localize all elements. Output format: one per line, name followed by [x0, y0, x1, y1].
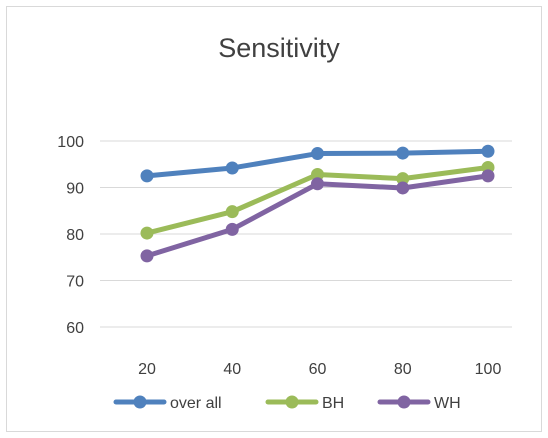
legend-item: WH: [377, 395, 461, 412]
data-point: [396, 172, 410, 186]
chart-title: Sensitivity: [218, 33, 340, 63]
data-point: [311, 177, 324, 191]
data-point: [396, 181, 410, 195]
y-axis-ticks: 60 70 80 90 100: [57, 134, 84, 337]
legend-item: BH: [265, 395, 344, 412]
series-bh: [140, 161, 495, 240]
legend-marker: [285, 395, 299, 409]
x-axis-ticks: 20 40 60 80 100: [138, 361, 501, 378]
chart-frame: [6, 6, 542, 432]
y-tick-label: 80: [66, 227, 84, 244]
x-tick-label: 60: [309, 361, 327, 378]
x-tick-label: 100: [475, 361, 502, 378]
data-point: [311, 167, 324, 181]
y-tick-label: 70: [66, 274, 84, 291]
data-point: [225, 222, 239, 236]
y-tick-label: 90: [66, 181, 84, 198]
legend-item: over all: [113, 395, 222, 412]
data-point: [481, 169, 495, 183]
data-point: [140, 169, 154, 183]
series-layer: [140, 144, 495, 263]
x-tick-label: 80: [394, 361, 412, 378]
legend: over all BH WH: [113, 395, 461, 412]
series-wh: [140, 169, 495, 263]
data-point: [140, 249, 154, 263]
x-tick-label: 40: [223, 361, 241, 378]
data-point: [225, 161, 239, 175]
legend-label: BH: [322, 395, 344, 412]
legend-marker: [397, 395, 411, 409]
gridlines: [100, 140, 512, 328]
y-tick-label: 60: [66, 320, 84, 337]
data-point: [140, 226, 154, 240]
data-point: [481, 144, 495, 158]
legend-marker: [133, 395, 147, 409]
data-point: [311, 147, 324, 161]
y-tick-label: 100: [57, 134, 84, 151]
series-over-all: [140, 144, 495, 183]
legend-label: over all: [170, 395, 222, 412]
x-tick-label: 20: [138, 361, 156, 378]
data-point: [396, 146, 410, 160]
data-point: [225, 205, 239, 219]
legend-label: WH: [434, 395, 461, 412]
